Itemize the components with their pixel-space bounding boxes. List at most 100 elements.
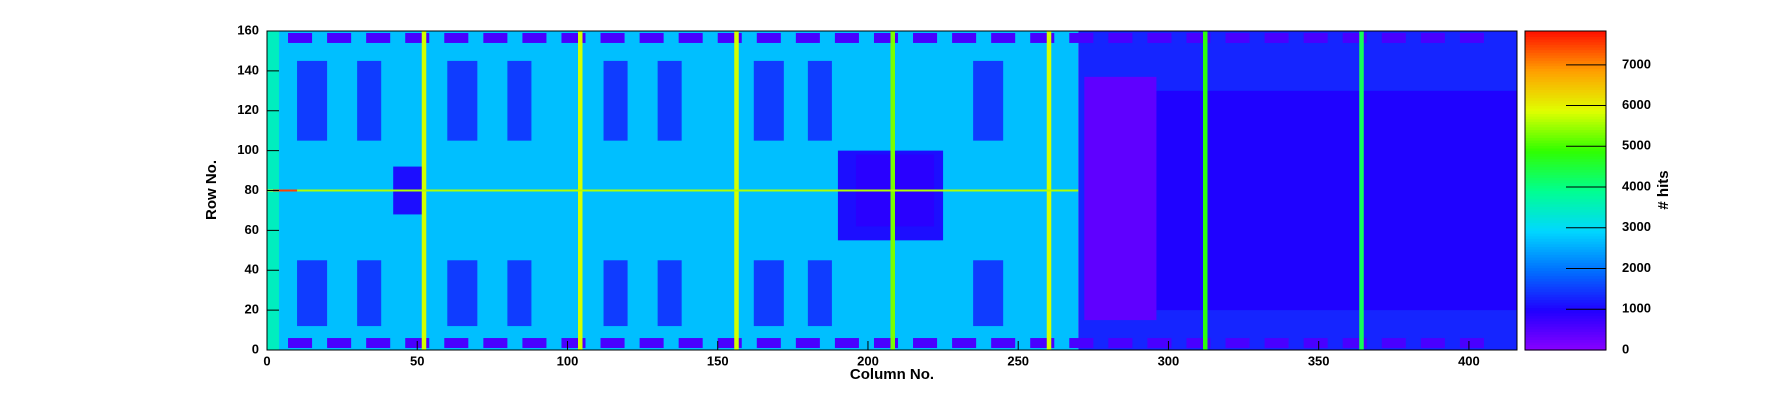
heatmap-cell	[1303, 32, 1328, 43]
colorbar-slice	[1525, 81, 1606, 85]
heatmap-cell	[1156, 90, 1517, 311]
colorbar-tick-label: 0	[1622, 341, 1629, 356]
colorbar-slice	[1525, 243, 1606, 247]
colorbar-slice	[1525, 235, 1606, 239]
y-axis-title: Row No.	[203, 160, 220, 220]
y-tick-label: 80	[245, 182, 259, 197]
colorbar-slice	[1525, 312, 1606, 317]
colorbar-slice	[1525, 342, 1606, 346]
colorbar-slice	[1525, 280, 1606, 285]
colorbar-slice	[1525, 238, 1606, 242]
y-tick-label: 160	[237, 22, 259, 37]
colorbar-slice	[1525, 52, 1606, 56]
colorbar-slice	[1525, 169, 1606, 173]
colorbar-slice	[1525, 328, 1606, 332]
heatmap-cell	[807, 60, 832, 141]
colorbar-slice	[1525, 299, 1606, 303]
colorbar-slice	[1525, 36, 1606, 40]
colorbar-title: # hits	[1655, 170, 1672, 209]
heatmap-cell	[273, 189, 298, 192]
heatmap-cell	[1381, 32, 1406, 43]
x-tick-label: 250	[1007, 353, 1029, 368]
heatmap-cell	[795, 338, 820, 349]
colorbar-slice	[1525, 147, 1606, 152]
x-tick-label: 350	[1308, 353, 1330, 368]
colorbar-slice	[1525, 113, 1606, 117]
colorbar-slice	[1525, 294, 1606, 298]
heatmap-cell	[522, 32, 547, 43]
colorbar-slice	[1525, 129, 1606, 133]
colorbar-slice	[1525, 92, 1606, 96]
heatmap-cell	[507, 60, 532, 141]
colorbar-slice	[1525, 262, 1606, 266]
colorbar-frame	[1524, 30, 1607, 351]
colorbar-slice	[1525, 182, 1606, 186]
heatmap-cell	[1147, 32, 1172, 43]
colorbar-slice	[1525, 291, 1606, 295]
colorbar-slice	[1525, 326, 1606, 330]
heatmap-cell	[639, 338, 664, 349]
colorbar-slice	[1525, 201, 1606, 205]
colorbar-slice	[1525, 190, 1606, 194]
heatmap-cell	[1186, 32, 1211, 43]
heatmap-cell	[483, 338, 508, 349]
heatmap-cell	[603, 60, 628, 141]
colorbar-slice	[1525, 203, 1606, 208]
colorbar-slice	[1525, 108, 1606, 112]
colorbar-slice	[1525, 211, 1606, 216]
heatmap-cell	[1069, 338, 1094, 349]
colorbar-slice	[1525, 217, 1606, 221]
heatmap-cell	[1381, 338, 1406, 349]
y-tick-label: 40	[245, 262, 259, 277]
colorbar-slice	[1525, 54, 1606, 59]
colorbar-slice	[1525, 124, 1606, 128]
colorbar-tick-label: 1000	[1622, 301, 1651, 316]
colorbar-slice	[1525, 94, 1606, 99]
colorbar-slice	[1525, 304, 1606, 309]
colorbar-slice	[1525, 102, 1606, 107]
heatmap-cell	[1084, 76, 1157, 321]
colorbar-slice	[1525, 163, 1606, 168]
colorbar-tick-label: 2000	[1622, 260, 1651, 275]
colorbar-slice	[1525, 142, 1606, 146]
x-tick-label: 150	[707, 353, 729, 368]
heatmap-cell	[366, 338, 391, 349]
colorbar-slice	[1525, 230, 1606, 234]
y-tick-label: 20	[245, 302, 259, 317]
colorbar-slice	[1525, 110, 1606, 115]
heatmap-cell	[952, 32, 977, 43]
colorbar-tick-label: 7000	[1622, 56, 1651, 71]
heatmap-cell	[327, 338, 352, 349]
heatmap-cell	[1069, 32, 1094, 43]
colorbar-slice	[1525, 336, 1606, 340]
colorbar-slice	[1525, 145, 1606, 149]
colorbar-slice	[1525, 288, 1606, 293]
colorbar-slice	[1525, 334, 1606, 338]
colorbar-slice	[1525, 195, 1606, 200]
heatmap-cell	[795, 32, 820, 43]
colorbar-slice	[1525, 256, 1606, 261]
heatmap-cell	[657, 260, 682, 327]
x-tick-label: 100	[557, 353, 579, 368]
heatmap-cell	[1147, 338, 1172, 349]
heatmap-cell	[753, 60, 784, 141]
colorbar-slice	[1525, 126, 1606, 130]
colorbar-slice	[1525, 139, 1606, 144]
heatmap-cell	[1342, 32, 1367, 43]
axes: 0 50 100 150 200 250 300 350 400 0 20 40 60 80 100 120 1…	[237, 22, 1518, 368]
colorbar-slice	[1525, 134, 1606, 138]
x-tick-label: 0	[263, 353, 270, 368]
colorbar-slice	[1525, 310, 1606, 314]
colorbar-slice	[1525, 137, 1606, 141]
heatmap-cell	[405, 32, 430, 43]
heatmap-cell	[267, 189, 1079, 192]
colorbar-slice	[1525, 86, 1606, 91]
colorbar-slice	[1525, 219, 1606, 223]
colorbar-slice	[1525, 185, 1606, 189]
heatmap-cell	[873, 338, 899, 349]
y-tick-label: 60	[245, 222, 259, 237]
colorbar-slice	[1525, 283, 1606, 287]
heatmap-cell	[561, 32, 586, 43]
colorbar-slice	[1525, 174, 1606, 178]
